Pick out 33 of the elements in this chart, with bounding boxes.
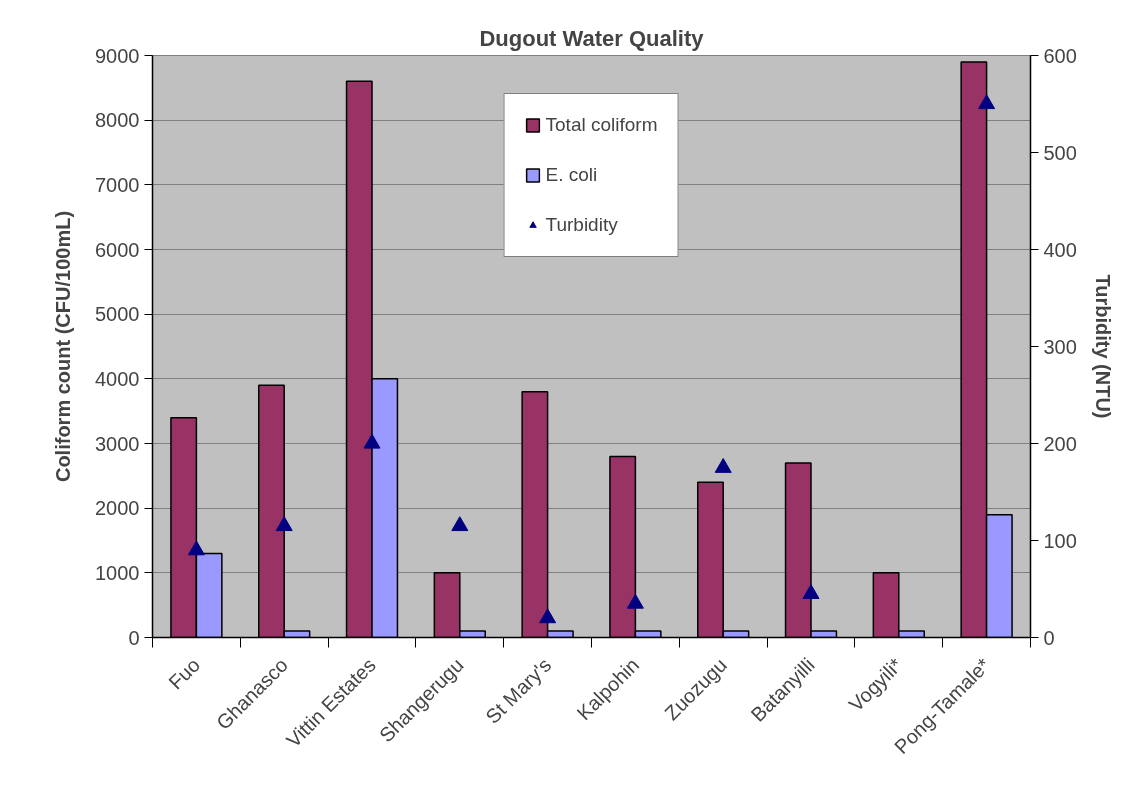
y-tick-label: 4000 xyxy=(95,367,140,390)
y-tick-label: 1000 xyxy=(95,561,140,584)
y2-tick-label: 600 xyxy=(1043,44,1077,67)
legend-label: Turbidity xyxy=(545,214,618,236)
y2-axis-title: Turbidity (NTU) xyxy=(1091,274,1114,419)
y2-tick-label: 0 xyxy=(1043,626,1055,649)
point xyxy=(978,94,996,110)
y-tick-label: 2000 xyxy=(95,497,140,520)
chart-title: Dugout Water Quality xyxy=(479,25,705,51)
y-tick-label: 0 xyxy=(128,626,140,649)
y-tick-label: 9000 xyxy=(95,44,140,67)
y2-tick-label: 500 xyxy=(1043,141,1077,164)
y-tick-label: 7000 xyxy=(95,173,140,196)
x-tick-label: Fuo xyxy=(164,653,205,694)
y-tick-label: 3000 xyxy=(95,432,140,455)
point xyxy=(714,458,732,473)
point xyxy=(363,433,381,449)
point xyxy=(802,584,820,599)
point xyxy=(275,516,293,532)
y2-tick-label: 200 xyxy=(1043,432,1077,455)
y-tick-label: 8000 xyxy=(95,109,140,132)
y-tick-label: 5000 xyxy=(95,303,140,326)
y-tick-label: 6000 xyxy=(95,238,140,261)
y2-tick-label: 300 xyxy=(1043,335,1077,358)
point xyxy=(539,608,557,624)
y2-tick-label: 100 xyxy=(1043,529,1077,552)
point xyxy=(187,540,205,556)
y2-tick-label: 400 xyxy=(1043,238,1077,261)
point xyxy=(451,516,469,532)
legend-label: Total coliform xyxy=(545,114,658,136)
point xyxy=(626,593,644,609)
y-axis-title: Coliform count (CFU/100mL) xyxy=(52,210,75,483)
legend-label: E. coli xyxy=(545,164,598,186)
